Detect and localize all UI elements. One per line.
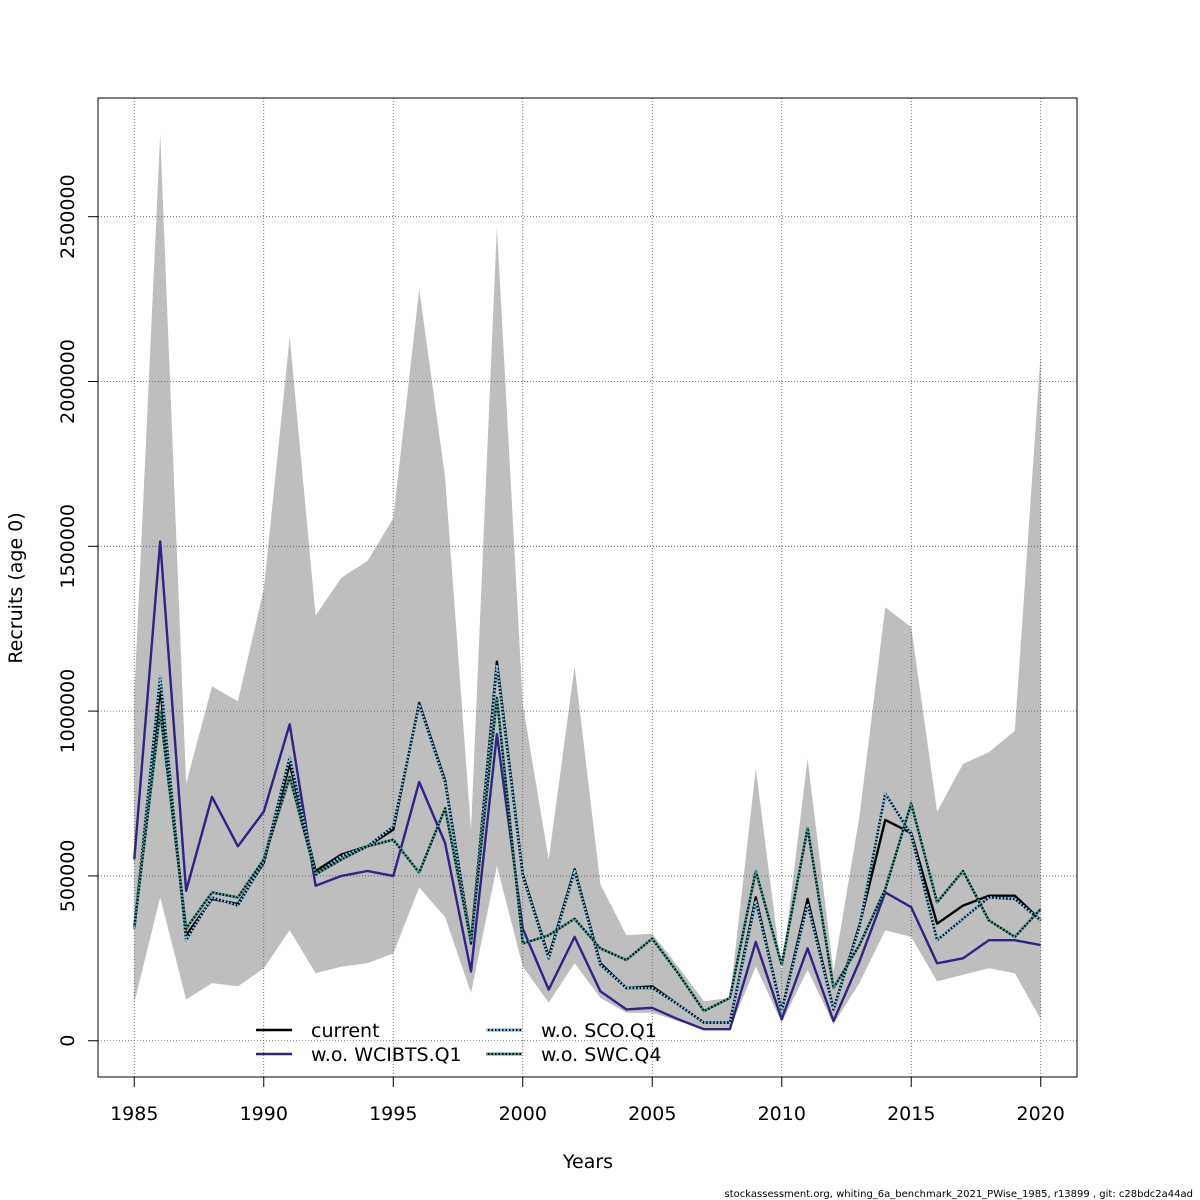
- legend-label: current: [311, 1020, 380, 1042]
- x-axis: 1985 1990 1995 2000 2005 2010 2015 2020: [110, 1076, 1065, 1125]
- legend-item: w.o. SWC.Q4: [486, 1044, 661, 1066]
- y-tick-label: 2500000: [57, 174, 79, 259]
- confidence-band-area: [134, 134, 1041, 1030]
- y-tick-label: 1000000: [57, 669, 79, 754]
- series-line-w-o-sco-q1: [133, 663, 1042, 1024]
- x-tick-label: 2020: [1017, 1103, 1065, 1125]
- x-tick-label: 2005: [628, 1103, 676, 1125]
- series-lines: [133, 540, 1042, 1031]
- legend-label: w.o. SCO.Q1: [541, 1020, 657, 1042]
- y-axis: 0 500000 1000000 1500000 2000000 2500000: [57, 174, 99, 1047]
- y-axis-title: Recruits (age 0): [5, 512, 27, 663]
- x-tick-label: 1995: [369, 1103, 417, 1125]
- y-tick-label: 0: [57, 1035, 79, 1047]
- y-tick-label: 2000000: [57, 339, 79, 424]
- series-line-w-o-wcibts-q1: [133, 540, 1041, 1031]
- legend-item: w.o. SCO.Q1: [486, 1020, 657, 1042]
- y-tick-label: 500000: [57, 840, 79, 913]
- confidence-band: [134, 134, 1041, 1030]
- series-line-w-o-swc-q4: [133, 696, 1042, 1013]
- x-tick-label: 2015: [887, 1103, 935, 1125]
- legend-item: w.o. WCIBTS.Q1: [256, 1044, 462, 1066]
- legend-item: current: [256, 1020, 380, 1042]
- x-tick-label: 2010: [758, 1103, 806, 1125]
- x-tick-label: 1990: [240, 1103, 288, 1125]
- footer-credit: stockassessment.org, whiting_6a_benchmar…: [725, 1189, 1193, 1200]
- x-tick-label: 2000: [499, 1103, 547, 1125]
- legend-label: w.o. WCIBTS.Q1: [311, 1044, 462, 1066]
- y-tick-label: 1500000: [57, 504, 79, 589]
- legend-label: w.o. SWC.Q4: [541, 1044, 661, 1066]
- grid: [98, 98, 1077, 1077]
- x-tick-label: 1985: [110, 1103, 158, 1125]
- x-axis-title: Years: [562, 1151, 613, 1173]
